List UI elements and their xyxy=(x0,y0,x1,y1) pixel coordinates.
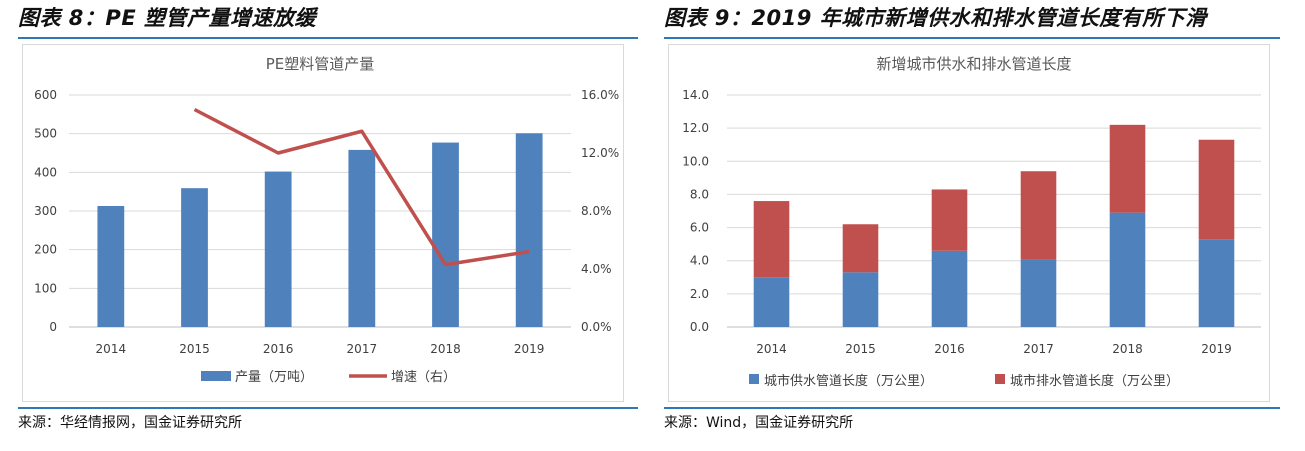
y-tick-label: 500 xyxy=(34,127,57,141)
y-tick-label: 12.0 xyxy=(682,121,709,135)
chart-title: PE塑料管道产量 xyxy=(266,55,375,73)
legend-swatch xyxy=(749,374,759,384)
bar xyxy=(348,149,376,327)
y-tick-label: 0 xyxy=(49,320,57,334)
stacked-bar-segment xyxy=(842,272,879,327)
x-tick-label: 2014 xyxy=(96,342,127,356)
chart-frame: PE塑料管道产量 0 100 200 300 400 500 600 0.0% 4.0% 8.0% 1… xyxy=(22,44,624,402)
pipe-length-chart: 新增城市供水和排水管道长度 0.0 2.0 4.0 6.0 8.0 10.0 12.0 14.0… xyxy=(682,55,1261,389)
y-tick-label: 0.0 xyxy=(690,320,709,334)
y2-tick-label: 16.0% xyxy=(581,88,619,102)
pe-production-chart: PE塑料管道产量 0 100 200 300 400 500 600 0.0% 4.0% 8.0% 1… xyxy=(34,55,619,385)
y-tick-label: 200 xyxy=(34,243,57,257)
stacked-bar-segment xyxy=(1109,124,1146,213)
legend-label: 城市排水管道长度（万公里） xyxy=(1010,373,1179,389)
bar xyxy=(181,188,208,327)
stacked-bar-segment xyxy=(931,250,968,327)
source-note: 来源：Wind，国金证券研究所 xyxy=(664,415,854,431)
x-tick-label: 2018 xyxy=(430,342,461,356)
y-tick-label: 2.0 xyxy=(690,287,709,301)
x-tick-label: 2015 xyxy=(179,342,210,356)
y2-tick-label: 0.0% xyxy=(581,320,612,334)
title-rule xyxy=(664,37,1280,39)
bar xyxy=(97,205,125,327)
stacked-bar-segment xyxy=(753,201,790,278)
right-figure: 图表 9：2019 年城市新增供水和排水管道长度有所下滑 新增城市供水和排水管道… xyxy=(664,0,1305,451)
y-tick-label: 100 xyxy=(34,281,57,295)
left-figure: 图表 8：PE 塑管产量增速放缓 PE塑料管道产量 0 100 200 300 400 50… xyxy=(0,0,638,451)
x-tick-label: 2016 xyxy=(263,342,294,356)
legend-label: 增速（右） xyxy=(391,370,456,385)
legend-swatch xyxy=(995,374,1005,384)
growth-line xyxy=(193,107,530,267)
stacked-bar-segment xyxy=(1020,171,1057,260)
stacked-bar-segment xyxy=(1198,139,1235,240)
bar xyxy=(264,171,292,327)
legend-swatch-bar xyxy=(201,371,231,381)
y-tick-label: 4.0 xyxy=(690,254,709,268)
figure-title: 图表 9：2019 年城市新增供水和排水管道长度有所下滑 xyxy=(664,6,1207,30)
y-tick-label: 300 xyxy=(34,204,57,218)
chart-title: 新增城市供水和排水管道长度 xyxy=(876,55,1071,73)
x-tick-label: 2016 xyxy=(934,342,965,356)
source-rule xyxy=(664,407,1280,409)
source-note: 来源：华经情报网，国金证券研究所 xyxy=(18,415,242,431)
y2-tick-label: 4.0% xyxy=(581,262,612,276)
x-tick-label: 2014 xyxy=(756,342,787,356)
y-tick-label: 8.0 xyxy=(690,187,709,201)
figure-title: 图表 8：PE 塑管产量增速放缓 xyxy=(18,6,316,30)
y-tick-label: 10.0 xyxy=(682,154,709,168)
x-tick-label: 2015 xyxy=(845,342,876,356)
y-tick-label: 6.0 xyxy=(690,221,709,235)
legend-label: 产量（万吨） xyxy=(235,370,313,385)
x-tick-label: 2019 xyxy=(1201,342,1232,356)
y-tick-label: 400 xyxy=(34,165,57,179)
chart-frame: 新增城市供水和排水管道长度 0.0 2.0 4.0 6.0 8.0 10.0 12.0 14.0… xyxy=(668,44,1270,402)
stacked-bar-segment xyxy=(753,277,790,327)
stacked-bar-segment xyxy=(1109,212,1146,327)
stacked-bar-segment xyxy=(842,224,879,273)
legend-label: 城市供水管道长度（万公里） xyxy=(764,373,933,389)
x-tick-label: 2018 xyxy=(1112,342,1143,356)
x-tick-label: 2017 xyxy=(347,342,378,356)
stacked-bar-segment xyxy=(931,189,968,251)
source-rule xyxy=(18,407,638,409)
title-rule xyxy=(18,37,638,39)
stacked-bar-segment xyxy=(1020,259,1057,327)
y-tick-label: 600 xyxy=(34,88,57,102)
y-tick-label: 14.0 xyxy=(682,88,709,102)
x-tick-label: 2017 xyxy=(1023,342,1054,356)
bar xyxy=(432,142,459,327)
y2-tick-label: 12.0% xyxy=(581,146,619,160)
bar xyxy=(515,133,543,327)
stacked-bar-segment xyxy=(1198,239,1235,327)
x-tick-label: 2019 xyxy=(514,342,545,356)
y2-tick-label: 8.0% xyxy=(581,204,612,218)
